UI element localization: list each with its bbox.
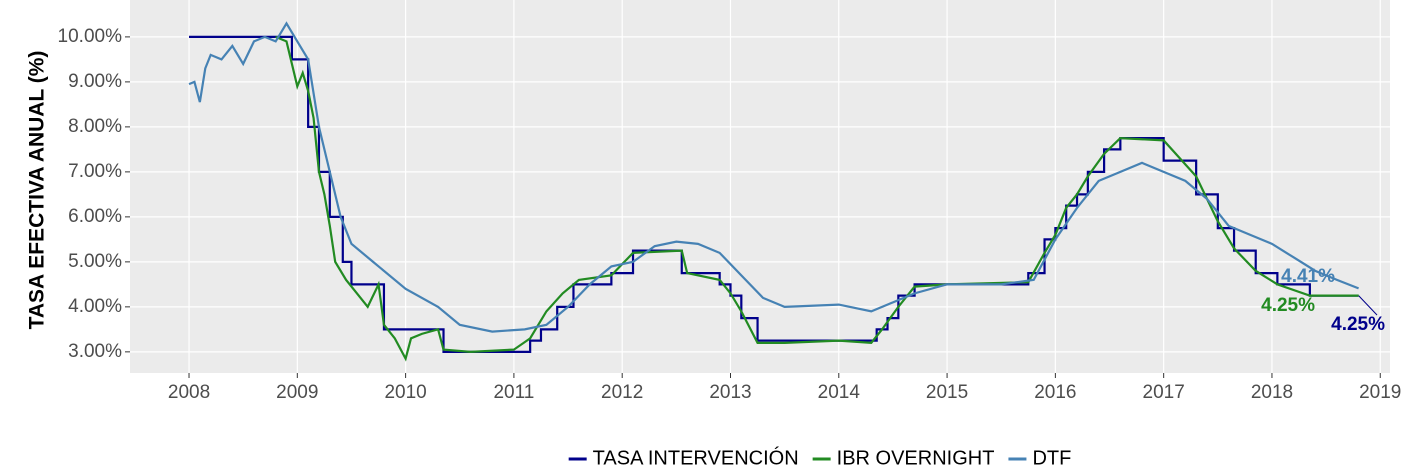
end-label: 4.25% [1331,314,1385,335]
series-line [188,21,1359,333]
x-tick-label: 2011 [493,382,534,403]
x-tick-label: 2013 [709,382,751,403]
x-tick-label: 2015 [926,382,968,403]
y-axis-title: TASA EFECTIVA ANUAL (%) [26,51,49,330]
x-tick-label: 2016 [1034,382,1076,403]
y-tick-label: 3.00% [68,341,122,362]
x-tick-label: 2017 [1143,382,1185,403]
label-leader [1358,295,1378,316]
x-tick-label: 2010 [384,382,426,403]
series-line [275,35,1359,362]
legend: TASA INTERVENCIÓN IBR OVERNIGHT DTF [568,446,1071,469]
end-label: 4.25% [1261,295,1315,316]
y-tick-label: 4.00% [68,296,122,317]
x-tick-label: 2018 [1251,382,1293,403]
y-tick-label: 8.00% [68,116,122,137]
x-tick-label: 2014 [818,382,861,403]
x-tick-label: 2019 [1359,382,1401,403]
y-tick-label: 9.00% [68,71,122,92]
legend-label: IBR OVERNIGHT [837,447,995,469]
x-tick-label: 2008 [168,382,210,403]
end-label: 4.41% [1281,266,1335,287]
y-tick-label: 7.00% [68,161,122,182]
x-tick-label: 2012 [601,382,643,403]
legend-label: TASA INTERVENCIÓN [593,446,799,469]
y-tick-label: 5.00% [68,251,122,272]
y-tick-label: 6.00% [68,206,122,227]
y-tick-label: 10.00% [58,26,123,47]
legend-label: DTF [1032,447,1071,469]
x-tick-label: 2009 [276,382,318,403]
plot-panel [130,0,1390,373]
